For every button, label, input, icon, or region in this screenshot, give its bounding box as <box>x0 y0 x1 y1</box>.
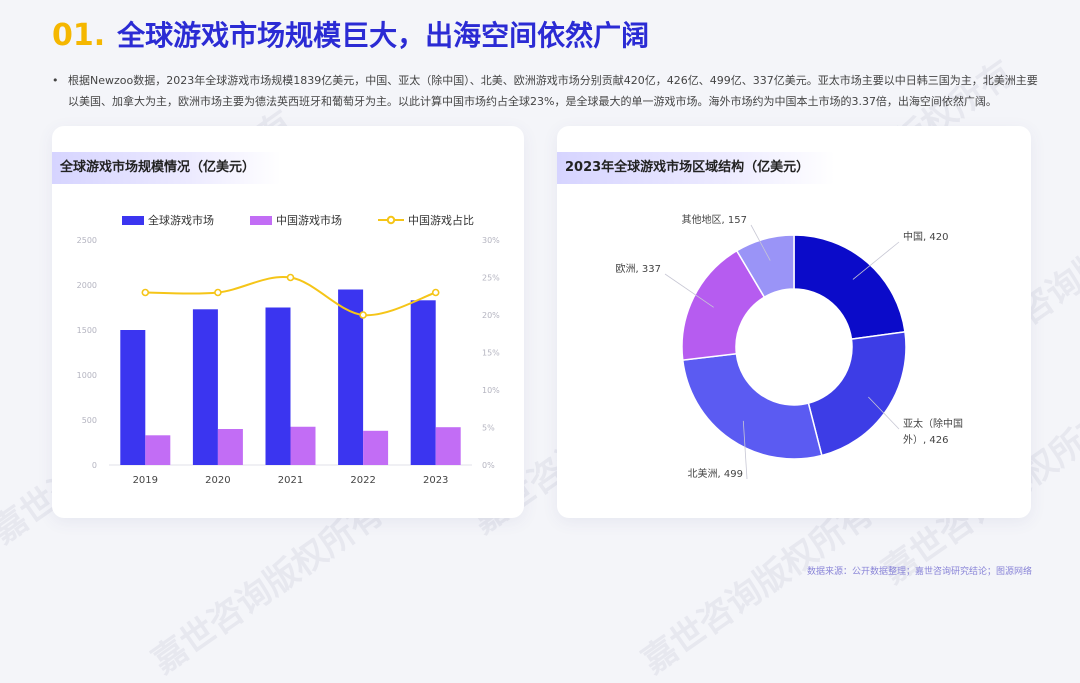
x-tick-label: 2023 <box>423 475 448 486</box>
legend-global-label: 全球游戏市场 <box>148 214 214 227</box>
donut-chart-card: 2023年全球游戏市场区域结构（亿美元） 中国, 420 亚太（除中国外）, 42… <box>557 126 1031 518</box>
bar-global-2019 <box>120 330 146 465</box>
y-left-tick-label: 2000 <box>77 281 97 290</box>
donut-slice-0 <box>793 234 906 340</box>
x-tick-label: 2020 <box>205 475 230 486</box>
y-left-tick-label: 0 <box>92 461 97 470</box>
donut-slice-2 <box>681 352 823 460</box>
bar-china-2022 <box>363 430 389 465</box>
share-point-2022 <box>359 311 367 319</box>
donut-leader-2 <box>742 420 748 480</box>
donut-label-1: 亚太（除中国外）, 426 <box>903 417 963 446</box>
donut-label-2: 北美洲, 499 <box>688 467 743 480</box>
y-left-tick-label: 1500 <box>77 326 97 335</box>
y-right-tick-label: 15% <box>482 349 500 358</box>
donut-chart: 中国, 420 亚太（除中国外）, 426 北美洲, 499 欧洲, 337 其他地区,… <box>616 213 963 480</box>
donut-label-line: 外）, 426 <box>903 434 948 446</box>
donut-label-4: 其他地区, 157 <box>682 213 747 226</box>
bar-global-2020 <box>192 309 218 465</box>
y-right-tick-label: 10% <box>482 386 500 395</box>
bar-china-2023 <box>435 427 461 465</box>
bar-line-chart: 0 500 1000 1500 2000 2500 0% 5% 10% 15% 20% 25% 30% 2… <box>77 236 501 486</box>
legend-china: 中国游戏市场 <box>250 212 342 228</box>
donut-label-0: 中国, 420 <box>903 230 948 243</box>
y-right-tick-label: 5% <box>482 424 495 433</box>
x-tick-label: 2021 <box>278 475 303 486</box>
share-point-2021 <box>286 273 295 282</box>
x-tick-label: 2019 <box>133 475 158 486</box>
donut-label-3: 欧洲, 337 <box>616 263 661 275</box>
legend-share-swatch <box>378 215 404 225</box>
title-text: 全球游戏市场规模巨大，出海空间依然广阔 <box>117 19 650 52</box>
bar-chart-card: 全球游戏市场规模情况（亿美元） 全球游戏市场 中国游戏市场 中国游戏占比 0 50… <box>52 126 524 518</box>
bar-china-2021 <box>290 426 316 465</box>
legend-global-swatch <box>122 215 144 225</box>
page-title: 01. 全球游戏市场规模巨大，出海空间依然广阔 <box>52 14 649 54</box>
donut-leader-4 <box>750 224 771 261</box>
y-left-tick-label: 1000 <box>77 371 97 380</box>
bar-china-2019 <box>145 435 171 465</box>
donut-slice-4 <box>735 234 795 299</box>
donut-slice-1 <box>807 330 907 457</box>
legend-share-label: 中国游戏占比 <box>408 214 474 227</box>
bar-global-2021 <box>265 307 291 465</box>
bar-china-2020 <box>217 429 243 465</box>
donut-leader-3 <box>664 273 714 308</box>
bar-chart-title: 全球游戏市场规模情况（亿美元） <box>52 152 282 184</box>
x-tick-label: 2022 <box>350 475 375 486</box>
legend-share: 中国游戏占比 <box>378 212 474 228</box>
y-left-tick-label: 2500 <box>77 236 97 245</box>
share-point-2020 <box>214 288 222 297</box>
legend-china-swatch <box>250 215 272 225</box>
donut-chart-title: 2023年全球游戏市场区域结构（亿美元） <box>557 152 836 184</box>
share-point-2019 <box>141 288 150 297</box>
legend-china-label: 中国游戏市场 <box>276 214 342 227</box>
donut-leader-0 <box>852 241 900 280</box>
y-left-tick-label: 500 <box>82 416 97 425</box>
summary-paragraph: 根据Newzoo数据，2023年全球游戏市场规模1839亿美元，中国、亚太（除中… <box>52 70 1042 112</box>
y-right-tick-label: 0% <box>482 461 495 470</box>
legend-global: 全球游戏市场 <box>122 212 214 228</box>
bar-global-2022 <box>338 289 364 465</box>
bar-global-2023 <box>410 300 436 465</box>
data-source: 数据来源：公开数据整理；嘉世咨询研究结论；图源网络 <box>806 567 1032 577</box>
title-number: 01. <box>52 18 106 53</box>
donut-label-line: 亚太（除中国 <box>903 417 963 430</box>
y-right-tick-label: 25% <box>482 274 500 283</box>
bar-chart-legend: 全球游戏市场 中国游戏市场 中国游戏占比 <box>122 212 510 228</box>
donut-leader-1 <box>868 396 900 430</box>
y-right-tick-label: 20% <box>482 311 500 320</box>
share-point-2023 <box>431 288 440 297</box>
y-right-tick-label: 30% <box>482 236 500 245</box>
